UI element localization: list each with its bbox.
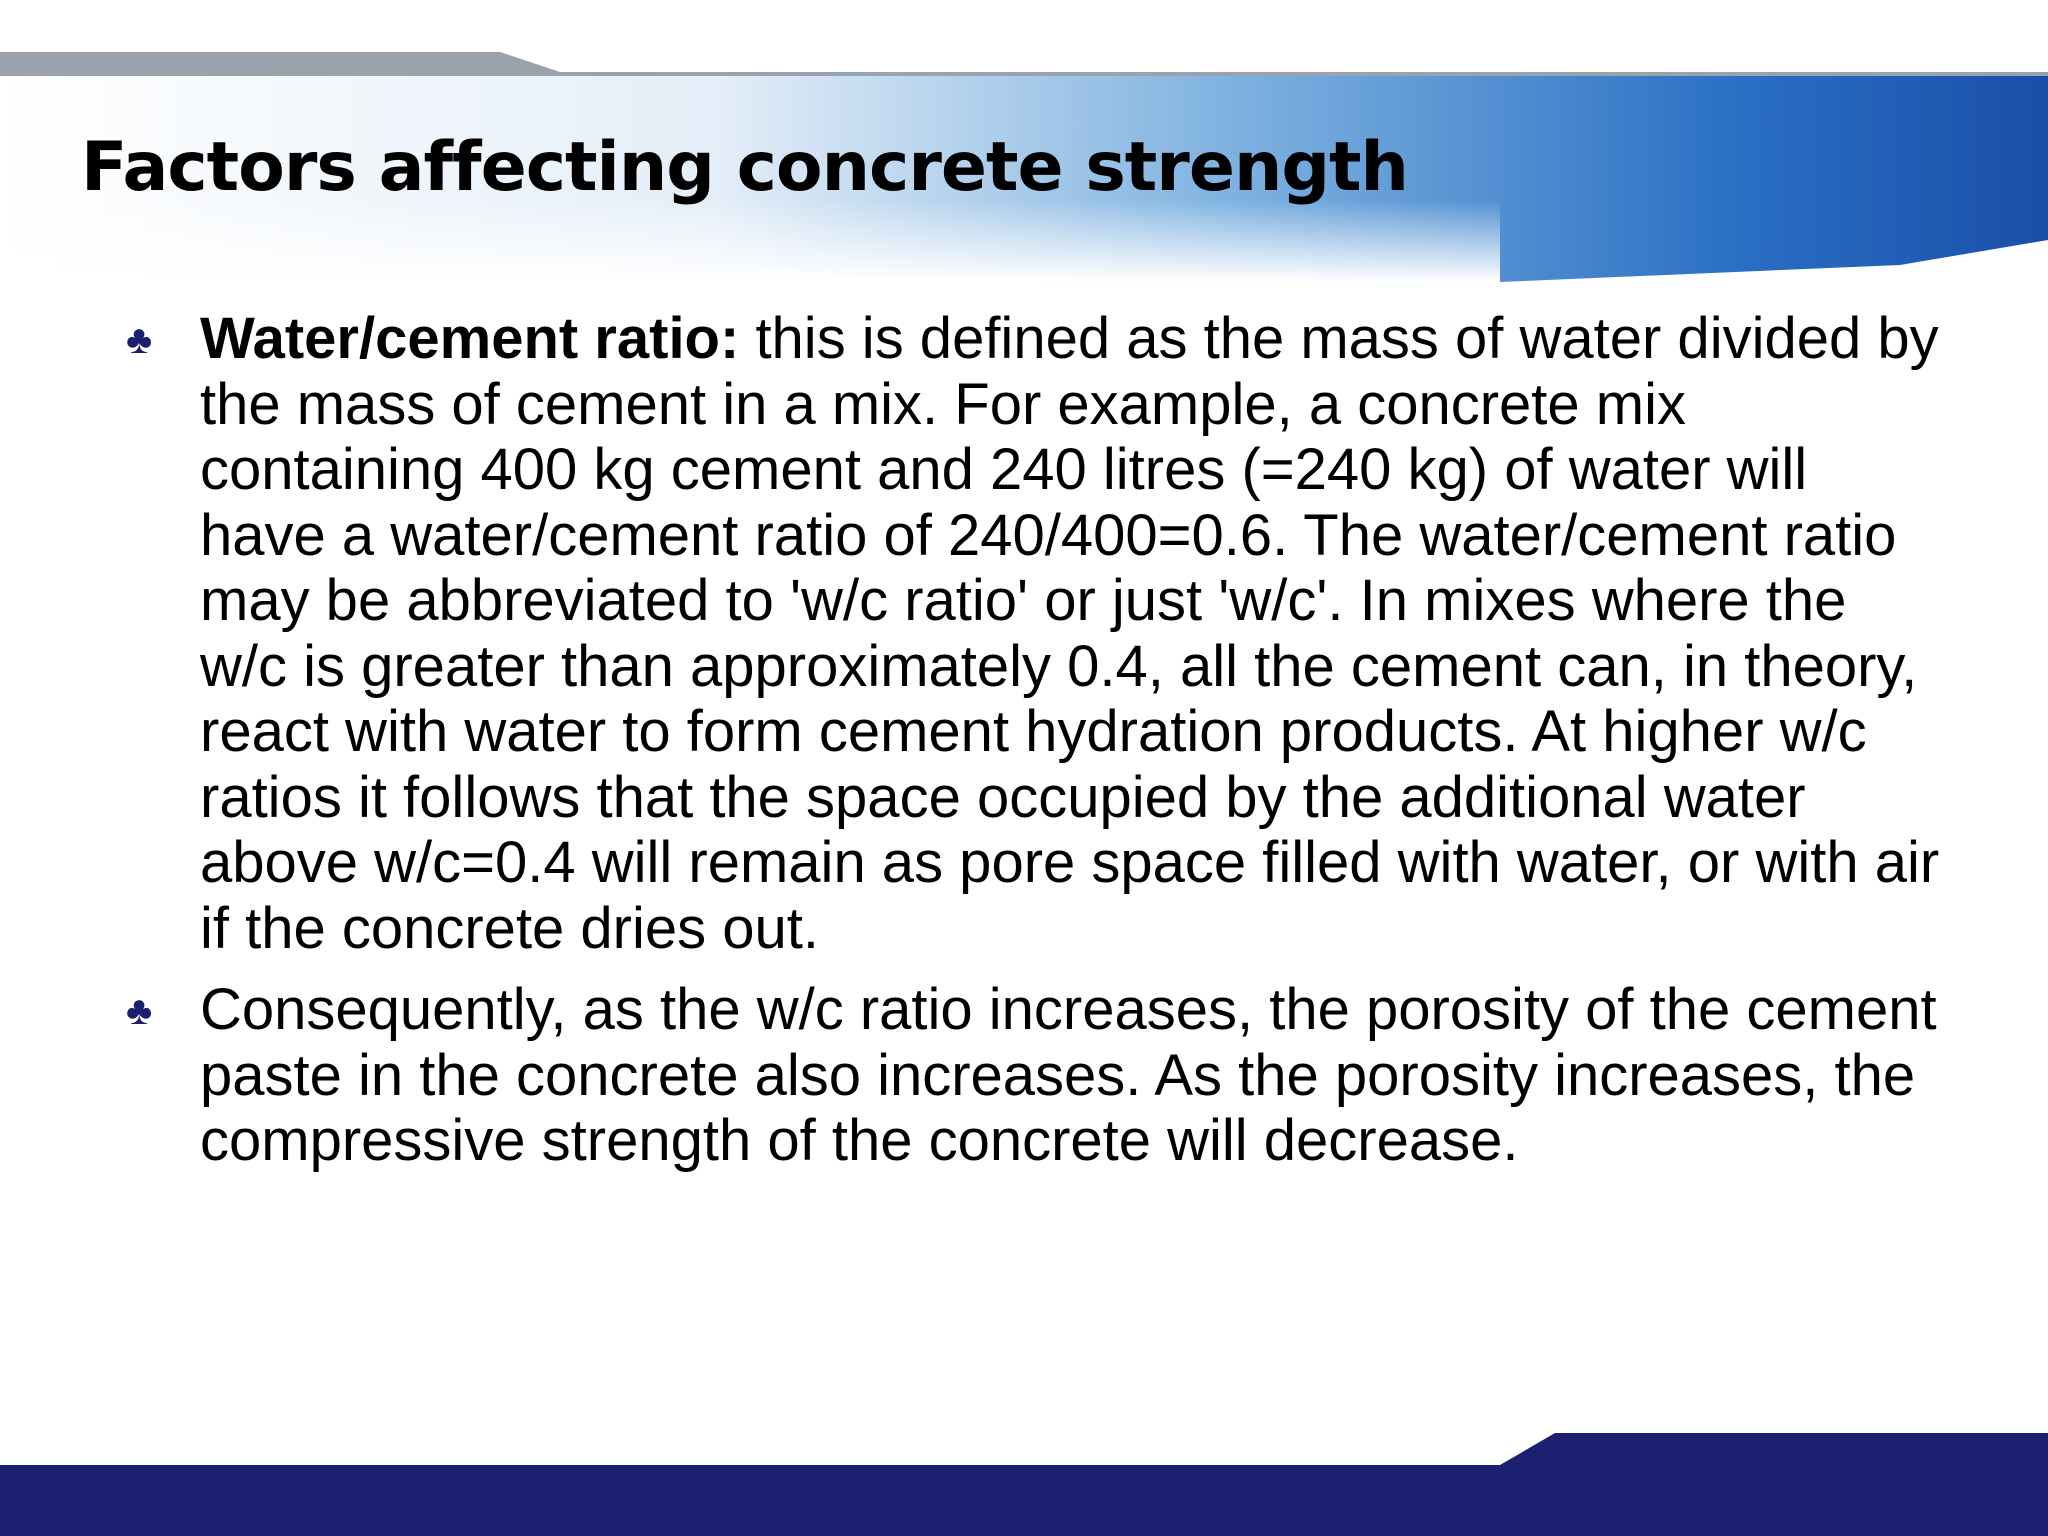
bullet: ♣ Water/cement ratio: this is defined as … <box>126 306 1940 961</box>
footer-bar <box>0 1433 2048 1536</box>
header-fade <box>0 200 1500 282</box>
bullet-list: ♣ Water/cement ratio: this is defined as … <box>126 306 1940 1190</box>
bullet-mark: ♣ <box>126 318 153 362</box>
slide-title: Factors affecting concrete strength <box>81 128 1409 207</box>
bullet-mark: ♣ <box>126 989 153 1033</box>
top-stripe <box>0 52 2048 76</box>
bullet-text: Consequently, as the w/c ratio increases… <box>200 977 1937 1173</box>
bullet-lead: Water/cement ratio: <box>200 306 740 371</box>
bullet: ♣ Consequently, as the w/c ratio increase… <box>126 977 1940 1174</box>
bullet-text: this is defined as the mass of water div… <box>200 306 1940 961</box>
